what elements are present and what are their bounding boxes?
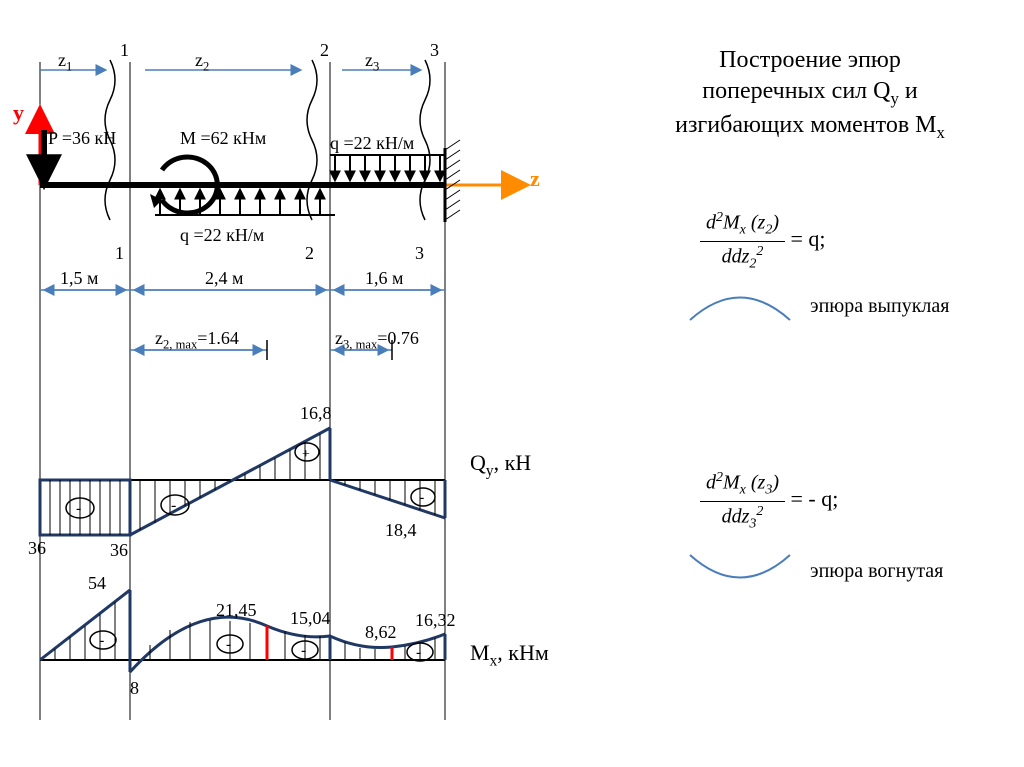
- mx-862: 8,62: [365, 622, 397, 643]
- sec-bot-2: 2: [305, 243, 314, 264]
- sec-top-3: 3: [430, 40, 439, 61]
- z3max-label: z3, max=0.76: [335, 328, 419, 353]
- mx-8: 8: [130, 678, 139, 699]
- sec-bot-3: 3: [415, 243, 424, 264]
- eq2: d2Mx (z3) ddz32 = - q;: [700, 470, 838, 532]
- page-title: Построение эпюр поперечных сил Qy и изги…: [640, 45, 980, 143]
- z2-label: z2: [195, 50, 209, 75]
- svg-text:-: -: [99, 632, 104, 649]
- mx-unit: Mx, кНм: [470, 640, 549, 670]
- z1-label: z1: [58, 50, 72, 75]
- sec-top-2: 2: [320, 40, 329, 61]
- z2max-label: z2, max=1.64: [155, 328, 239, 353]
- svg-text:-: -: [76, 500, 81, 517]
- qy-unit: Qy, кН: [470, 450, 531, 480]
- svg-text:+: +: [302, 447, 310, 462]
- qy-36a: 36: [28, 538, 46, 559]
- p-label: P =36 кН: [48, 128, 116, 149]
- mx-2145: 21,45: [216, 600, 257, 621]
- sec-bot-1: 1: [115, 243, 124, 264]
- mx-54: 54: [88, 573, 106, 594]
- svg-text:-: -: [171, 497, 176, 514]
- m-label: M =62 кНм: [180, 128, 266, 149]
- sec-top-1: 1: [120, 40, 129, 61]
- q-up-label: q =22 кН/м: [180, 225, 264, 246]
- qy-36b: 36: [110, 540, 128, 561]
- span3-label: 1,6 м: [365, 268, 403, 289]
- qy-184: 18,4: [385, 520, 417, 541]
- title-line2: поперечных сил Q: [702, 78, 890, 104]
- eq1: d2Mx (z2) ddz22 = q;: [700, 210, 826, 272]
- z3-label: z3: [365, 50, 379, 75]
- svg-text:-: -: [419, 489, 424, 506]
- span2-label: 2,4 м: [205, 268, 243, 289]
- qy-168: 16,8: [300, 403, 332, 424]
- mx-1632: 16,32: [415, 610, 456, 631]
- concave-label: эпюра вогнутая: [810, 560, 943, 583]
- q-down-label: q =22 кН/м: [330, 133, 414, 154]
- svg-text:-: -: [226, 636, 231, 653]
- mx-1504: 15,04: [290, 608, 331, 629]
- title-line3: изгибающих моментов M: [675, 112, 936, 138]
- span1-label: 1,5 м: [60, 268, 98, 289]
- svg-text:-: -: [301, 642, 306, 659]
- z-axis-label: z: [530, 166, 540, 192]
- title-line1: Построение эпюр: [719, 47, 901, 73]
- y-axis-label: y: [13, 100, 24, 126]
- svg-text:-: -: [416, 644, 421, 661]
- convex-label: эпюра выпуклая: [810, 295, 949, 318]
